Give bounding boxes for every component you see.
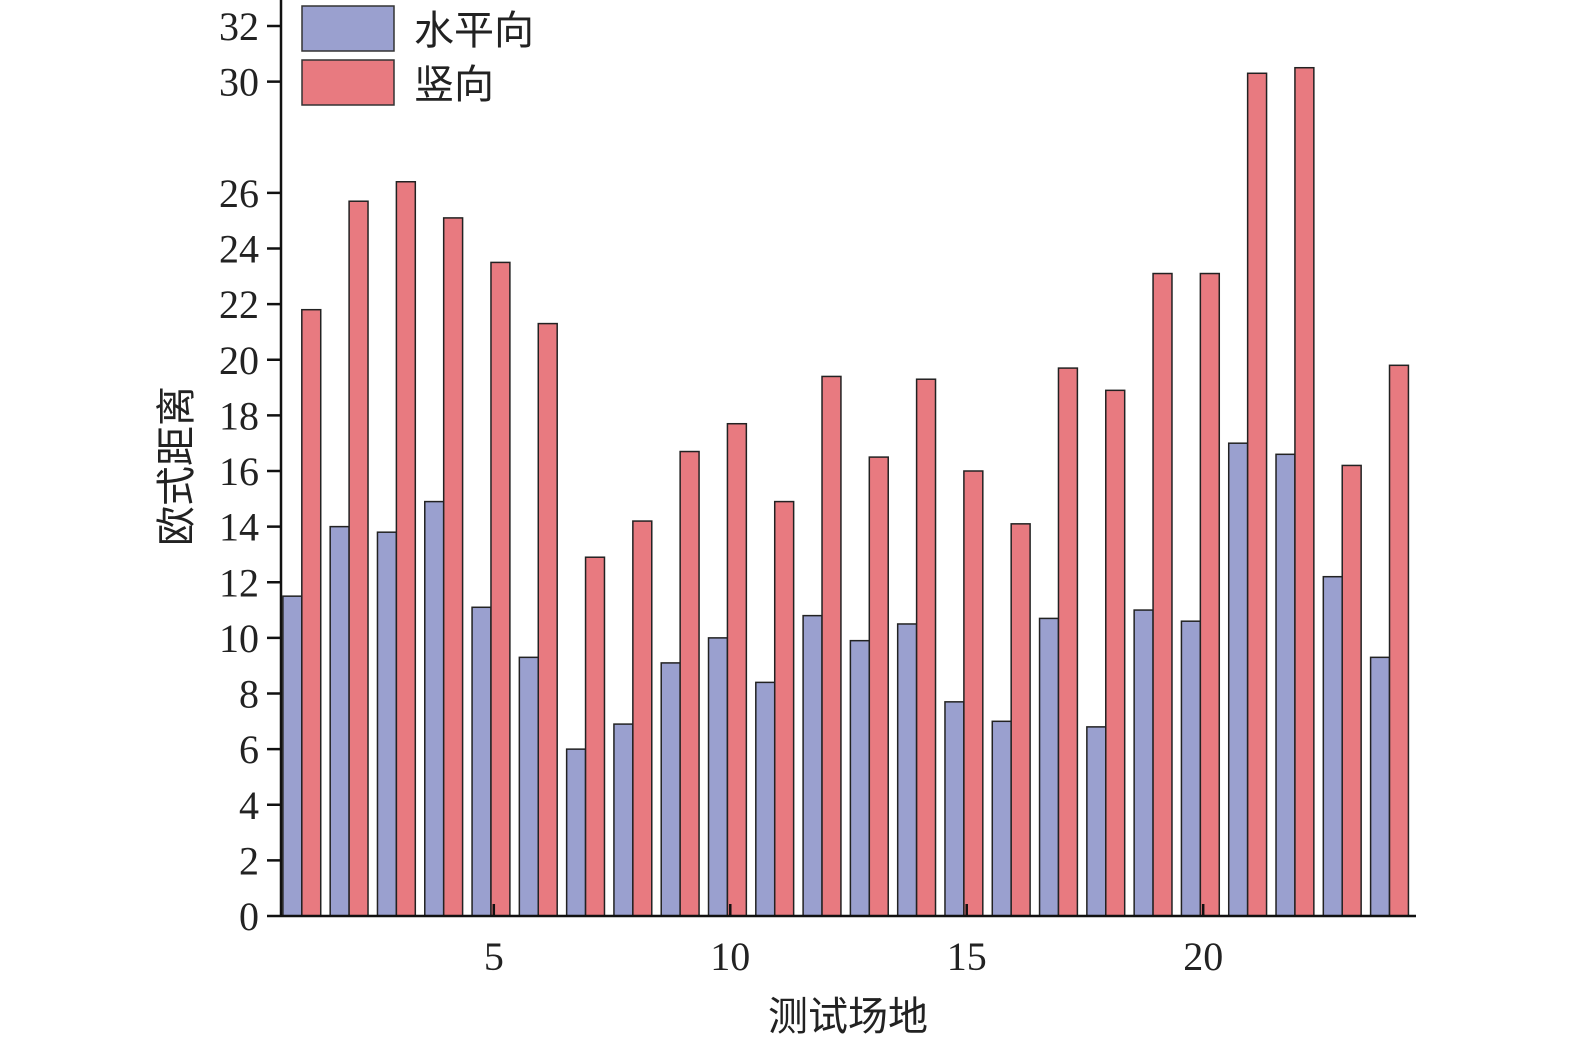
bar-horizontal-17 (1038, 617, 1060, 917)
bar-vertical-4 (442, 217, 464, 917)
x-axis-title: 测试场地 (768, 994, 928, 1040)
bar-vertical-8 (632, 520, 653, 917)
y-axis-title: 欧式距离 (154, 386, 200, 546)
bar-horizontal-23 (1322, 575, 1343, 917)
y-tick-label-4: 4 (239, 783, 259, 828)
bar-vertical-18 (1105, 389, 1126, 917)
bar-vertical-24 (1388, 364, 1410, 917)
x-tick-label-15: 15 (947, 934, 987, 979)
y-tick-label-2: 2 (239, 838, 259, 883)
bar-horizontal-3 (376, 531, 398, 917)
bar-horizontal-10 (707, 637, 729, 917)
bar-vertical-2 (348, 200, 369, 917)
bar-horizontal-20 (1180, 620, 1202, 917)
bar-vertical-16 (1010, 523, 1031, 917)
bar-horizontal-2 (329, 525, 350, 917)
bar-horizontal-8 (613, 723, 634, 917)
y-tick-label-22: 22 (219, 282, 259, 327)
bar-horizontal-13 (849, 639, 871, 917)
axes-group (279, 0, 1416, 918)
bar-vertical-6 (537, 322, 558, 917)
bar-vertical-10 (726, 422, 748, 917)
y-tick-label-8: 8 (239, 672, 259, 717)
y-tick-label-10: 10 (219, 616, 259, 661)
bar-vertical-15 (963, 470, 984, 917)
y-tick-label-6: 6 (239, 727, 259, 772)
bar-horizontal-11 (755, 681, 776, 917)
bar-vertical-1 (301, 308, 322, 917)
bar-vertical-12 (821, 375, 842, 917)
bar-vertical-11 (773, 500, 795, 917)
bar-horizontal-7 (565, 748, 587, 917)
bar-vertical-19 (1152, 272, 1173, 917)
bar-horizontal-22 (1275, 453, 1296, 917)
legend-label-vertical: 竖向 (414, 62, 494, 108)
y-tick-label-18: 18 (219, 393, 259, 438)
bar-vertical-13 (868, 456, 889, 917)
y-tick-label-0: 0 (239, 894, 259, 939)
legend: 水平向 竖向 (301, 5, 534, 108)
bar-vertical-23 (1341, 464, 1362, 917)
bar-horizontal-24 (1369, 656, 1391, 917)
bar-horizontal-12 (802, 614, 823, 917)
bar-horizontal-14 (896, 623, 918, 917)
bar-horizontal-6 (518, 656, 540, 917)
bar-horizontal-15 (944, 701, 965, 917)
bar-horizontal-19 (1133, 609, 1154, 917)
y-tick-label-26: 26 (219, 171, 259, 216)
y-tick-label-24: 24 (219, 227, 259, 272)
bar-vertical-14 (915, 378, 937, 917)
y-tick-label-20: 20 (219, 338, 259, 383)
bar-vertical-7 (584, 556, 606, 917)
x-tick-label-10: 10 (710, 934, 750, 979)
y-tick-label-12: 12 (219, 560, 259, 605)
legend-swatch-vertical (301, 59, 395, 106)
bar-horizontal-18 (1086, 726, 1107, 917)
y-tick-label-30: 30 (219, 60, 259, 105)
bar-vertical-21 (1246, 72, 1268, 917)
bar-horizontal-21 (1227, 442, 1249, 917)
y-tick-label-16: 16 (219, 449, 259, 494)
legend-label-horizontal: 水平向 (414, 8, 534, 54)
y-tick-label-14: 14 (219, 505, 259, 550)
y-tick-label-32: 32 (219, 4, 259, 49)
bar-vertical-17 (1057, 367, 1079, 917)
bar-horizontal-1 (282, 595, 303, 917)
bar-vertical-3 (395, 181, 417, 917)
legend-swatch-horizontal (301, 5, 395, 52)
bar-vertical-9 (679, 450, 700, 917)
bar-horizontal-5 (471, 606, 492, 917)
x-ticks-group: 5 10 15 20 (484, 904, 1223, 979)
x-tick-label-20: 20 (1183, 934, 1223, 979)
bar-horizontal-9 (660, 662, 681, 917)
bar-vertical-22 (1294, 66, 1315, 917)
bar-vertical-5 (490, 261, 511, 917)
x-tick-label-5: 5 (484, 934, 504, 979)
bars-group (282, 66, 1410, 917)
bar-horizontal-4 (424, 500, 445, 917)
bar-vertical-20 (1199, 272, 1221, 917)
bar-horizontal-16 (991, 720, 1012, 917)
